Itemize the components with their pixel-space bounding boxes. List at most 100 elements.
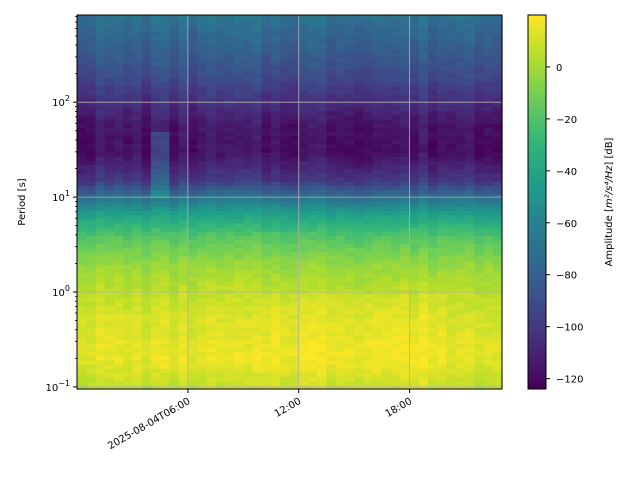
heatmap-cell [492, 276, 503, 282]
heatmap-cell [326, 168, 337, 174]
heatmap-cell [113, 251, 124, 257]
heatmap-cell [77, 110, 87, 116]
heatmap-cell [104, 85, 115, 91]
heatmap-cell [437, 260, 448, 265]
heatmap-cell [391, 202, 401, 207]
heatmap-cell [206, 168, 217, 174]
heatmap-cell [455, 73, 466, 78]
heatmap-cell [474, 172, 485, 178]
heatmap-cell [483, 73, 494, 78]
heatmap-cell [77, 376, 87, 382]
heatmap-cell [206, 172, 217, 178]
heatmap-cell [86, 206, 97, 211]
heatmap-cell [446, 243, 457, 249]
heatmap-cell [206, 264, 217, 270]
heatmap-cell [455, 89, 466, 95]
heatmap-cell [104, 39, 115, 45]
heatmap-cell [381, 35, 392, 41]
heatmap-cell [289, 189, 300, 195]
heatmap-cell [104, 31, 115, 37]
heatmap-cell [372, 98, 383, 103]
heatmap-cell [344, 48, 355, 53]
heatmap-cell [483, 222, 494, 228]
heatmap-cell [178, 114, 189, 120]
heatmap-cell [446, 168, 457, 174]
heatmap-cell [455, 193, 466, 199]
heatmap-cell [437, 110, 448, 116]
heatmap-cell [474, 160, 485, 166]
heatmap-cell [326, 77, 337, 83]
heatmap-cell [280, 310, 291, 315]
heatmap-cell [77, 301, 87, 307]
heatmap-cell [160, 60, 170, 66]
heatmap-cell [169, 127, 180, 132]
heatmap-cell [280, 172, 291, 178]
heatmap-cell [95, 31, 106, 37]
heatmap-cell [160, 193, 170, 199]
heatmap-cell [344, 85, 355, 91]
heatmap-cell [326, 197, 337, 203]
heatmap-cell [492, 351, 503, 357]
heatmap-cell [224, 226, 235, 232]
heatmap-cell [391, 239, 401, 245]
heatmap-cell [169, 81, 180, 87]
heatmap-cell [234, 202, 244, 207]
heatmap-cell [335, 89, 346, 95]
heatmap-cell [409, 93, 420, 99]
heatmap-cell [95, 239, 106, 245]
heatmap-cell [132, 376, 143, 382]
heatmap-cell [95, 293, 106, 299]
heatmap-cell [132, 272, 143, 278]
heatmap-cell [492, 39, 503, 45]
heatmap-cell [206, 214, 217, 220]
heatmap-cell [307, 351, 318, 357]
heatmap-cell [474, 276, 485, 282]
heatmap-cell [354, 231, 365, 236]
heatmap-cell [178, 81, 189, 87]
heatmap-cell [280, 222, 291, 228]
heatmap-cell [363, 380, 374, 386]
heatmap-cell [224, 135, 235, 141]
heatmap-cell [391, 147, 401, 153]
heatmap-cell [206, 93, 217, 99]
heatmap-cell [280, 226, 291, 232]
heatmap-cell [113, 19, 124, 24]
heatmap-cell [86, 56, 97, 62]
heatmap-cell [492, 131, 503, 137]
heatmap-cell [280, 264, 291, 270]
heatmap-cell [317, 368, 328, 373]
heatmap-cell [252, 372, 263, 378]
heatmap-cell [418, 35, 429, 41]
heatmap-cell [280, 131, 291, 137]
heatmap-cell [372, 177, 383, 182]
heatmap-cell [224, 81, 235, 87]
heatmap-cell [169, 314, 180, 319]
heatmap-cell [409, 69, 420, 74]
heatmap-cell [141, 256, 152, 261]
heatmap-cell [483, 114, 494, 120]
heatmap-cell [95, 93, 106, 99]
heatmap-cell [474, 39, 485, 45]
heatmap-cell [344, 206, 355, 211]
heatmap-cell [104, 106, 115, 112]
heatmap-cell [206, 276, 217, 282]
heatmap-cell [372, 56, 383, 62]
heatmap-cell [234, 15, 244, 20]
heatmap-cell [289, 27, 300, 33]
heatmap-cell [141, 380, 152, 386]
heatmap-cell [141, 214, 152, 220]
heatmap-cell [169, 368, 180, 373]
heatmap-cell [86, 272, 97, 278]
heatmap-cell [437, 314, 448, 319]
heatmap-cell [178, 380, 189, 386]
heatmap-cell [178, 118, 189, 124]
heatmap-cell [363, 131, 374, 137]
heatmap-cell [77, 193, 87, 199]
heatmap-cell [298, 285, 309, 290]
heatmap-cell [150, 147, 161, 153]
heatmap-cell [298, 214, 309, 220]
heatmap-cell [307, 181, 318, 186]
heatmap-cell [465, 359, 475, 365]
heatmap-cell [95, 380, 106, 386]
heatmap-cell [317, 268, 328, 274]
